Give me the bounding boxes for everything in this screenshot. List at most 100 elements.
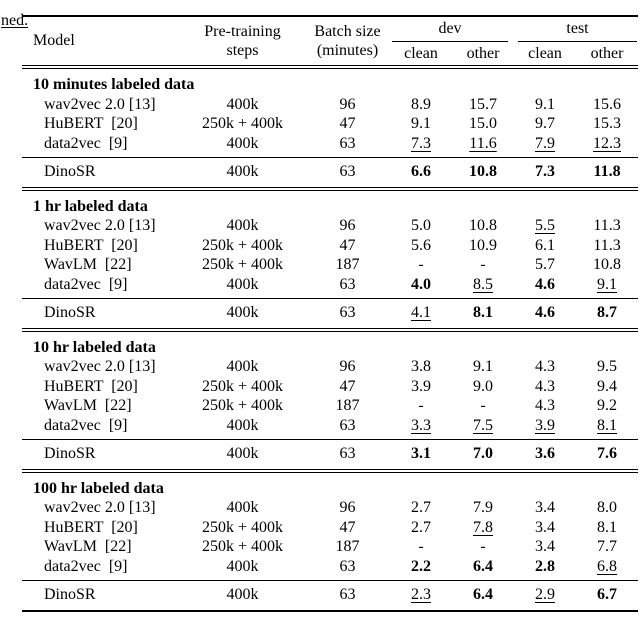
wer-value-cell: 8.1 bbox=[576, 416, 638, 440]
wer-value: 4.6 bbox=[535, 304, 556, 321]
wer-value-cell: 6.4 bbox=[452, 557, 514, 581]
col-group-test: test bbox=[514, 16, 638, 42]
col-header-pretraining-line1: Pre-training bbox=[204, 22, 281, 40]
section-title: 10 hr labeled data bbox=[33, 338, 156, 356]
table-section: 100 hr labeled data wav2vec 2.0 [13] 400k 9… bbox=[22, 471, 639, 611]
model-name-cell: DinoSR bbox=[44, 586, 96, 603]
model-name-cell: data2vec [9] bbox=[44, 416, 128, 434]
batch-size-cell: 47 bbox=[339, 518, 356, 536]
wer-value: - bbox=[418, 538, 424, 555]
model-row: WavLM [22] 250k + 400k 187 - - 3.4 7.7 bbox=[22, 537, 638, 557]
wer-value: 3.3 bbox=[411, 416, 431, 434]
wer-value: 2.7 bbox=[411, 518, 431, 536]
model-row: HuBERT [20] 250k + 400k 47 2.7 7.8 3.4 8.1 bbox=[22, 518, 638, 538]
wer-value-cell: 4.0 bbox=[390, 275, 452, 299]
wer-value-cell: 11.6 bbox=[452, 134, 514, 158]
wer-value: 8.5 bbox=[473, 275, 493, 293]
wer-value-cell: 5.7 bbox=[514, 255, 576, 275]
col-group-test-label: test bbox=[518, 17, 638, 42]
wer-value-cell: 9.1 bbox=[514, 95, 576, 115]
wer-value: - bbox=[480, 538, 486, 555]
col-group-dev: dev bbox=[390, 16, 514, 42]
wer-value: 4.3 bbox=[535, 397, 556, 414]
header-row-1: Model Pre-training steps Batch size (min… bbox=[22, 16, 638, 59]
pretraining-steps-cell: 250k + 400k bbox=[201, 377, 284, 395]
wer-value: 6.7 bbox=[597, 586, 618, 603]
wer-value-cell: - bbox=[452, 255, 514, 275]
wer-value-cell: 15.7 bbox=[452, 95, 514, 115]
col-header-model: Model bbox=[33, 32, 75, 50]
wer-value: 2.9 bbox=[535, 586, 556, 603]
summary-row: DinoSR 400k 63 4.1 8.1 4.6 8.7 bbox=[22, 298, 639, 330]
batch-size-cell: 63 bbox=[339, 275, 356, 293]
model-name-cell: wav2vec 2.0 [13] bbox=[44, 217, 156, 234]
pretraining-steps-cell: 250k + 400k bbox=[201, 236, 284, 254]
pretraining-steps-cell: 400k bbox=[226, 445, 259, 462]
wer-value-cell: 2.3 bbox=[390, 581, 452, 611]
wer-value-cell: 11.8 bbox=[576, 158, 638, 189]
model-name-cell: HuBERT [20] bbox=[44, 377, 138, 395]
batch-size-cell: 96 bbox=[339, 499, 356, 516]
col-header-test-other: other bbox=[590, 45, 624, 62]
wer-value-cell: 9.0 bbox=[452, 377, 514, 397]
model-row: data2vec [9] 400k 63 7.3 11.6 7.9 12.3 bbox=[22, 134, 638, 158]
wer-value: 7.8 bbox=[473, 518, 493, 536]
batch-size-cell: 47 bbox=[339, 115, 356, 132]
pretraining-steps-cell: 400k bbox=[226, 586, 259, 603]
wer-value-cell: 3.6 bbox=[514, 440, 576, 471]
wer-value: 7.3 bbox=[535, 163, 556, 180]
section-title-row: 10 minutes labeled data bbox=[22, 67, 638, 95]
wer-value: 2.2 bbox=[411, 557, 431, 575]
wer-value-cell: 4.1 bbox=[390, 299, 452, 330]
wer-value: 3.8 bbox=[411, 358, 431, 375]
wer-value: - bbox=[480, 397, 486, 414]
wer-value-cell: 15.0 bbox=[452, 114, 514, 134]
wer-value: 3.1 bbox=[411, 445, 431, 462]
batch-size-cell: 96 bbox=[339, 358, 356, 375]
model-row: wav2vec 2.0 [13] 400k 96 2.7 7.9 3.4 8.0 bbox=[22, 498, 638, 518]
col-header-dev-clean: clean bbox=[404, 45, 438, 62]
section-title: 1 hr labeled data bbox=[33, 197, 148, 215]
wer-value-cell: 4.3 bbox=[514, 396, 576, 416]
wer-value: 8.9 bbox=[411, 95, 431, 113]
wer-value: 15.3 bbox=[593, 115, 622, 132]
wer-value: 5.7 bbox=[535, 256, 556, 273]
wer-value-cell: 9.1 bbox=[576, 275, 638, 299]
batch-size-cell: 63 bbox=[339, 134, 356, 152]
wer-value-cell: 4.3 bbox=[514, 377, 576, 397]
wer-value: 10.8 bbox=[469, 217, 497, 234]
wer-value-cell: 3.1 bbox=[390, 440, 452, 471]
pretraining-steps-cell: 400k bbox=[226, 275, 259, 293]
wer-value: 4.3 bbox=[535, 358, 556, 375]
pretraining-steps-cell: 250k + 400k bbox=[201, 256, 284, 273]
wer-value-cell: 5.0 bbox=[390, 216, 452, 236]
wer-value-cell: 3.4 bbox=[514, 498, 576, 518]
pretraining-steps-cell: 400k bbox=[226, 358, 259, 375]
model-name-cell: DinoSR bbox=[44, 163, 96, 180]
wer-value-cell: 7.7 bbox=[576, 537, 638, 557]
wer-value-cell: 2.2 bbox=[390, 557, 452, 581]
wer-value-cell: 7.9 bbox=[452, 498, 514, 518]
wer-value-cell: 7.3 bbox=[514, 158, 576, 189]
wer-value: 7.3 bbox=[411, 134, 431, 152]
model-row: data2vec [9] 400k 63 3.3 7.5 3.9 8.1 bbox=[22, 416, 638, 440]
wer-value: 2.8 bbox=[535, 557, 556, 575]
model-name-cell: wav2vec 2.0 [13] bbox=[44, 358, 156, 375]
model-row: HuBERT [20] 250k + 400k 47 9.1 15.0 9.7 15.3 bbox=[22, 114, 638, 134]
wer-value: 4.0 bbox=[411, 275, 431, 293]
header-row-2: clean other clean other bbox=[22, 42, 638, 67]
pretraining-steps-cell: 400k bbox=[226, 163, 259, 180]
wer-value-cell: 4.3 bbox=[514, 357, 576, 377]
summary-row: DinoSR 400k 63 3.1 7.0 3.6 7.6 bbox=[22, 439, 639, 471]
model-row: wav2vec 2.0 [13] 400k 96 5.0 10.8 5.5 11.3 bbox=[22, 216, 638, 236]
wer-value-cell: 6.8 bbox=[576, 557, 638, 581]
wer-value-cell: 8.1 bbox=[452, 299, 514, 330]
batch-size-cell: 47 bbox=[339, 236, 356, 254]
wer-value-cell: 10.9 bbox=[452, 236, 514, 256]
batch-size-cell: 63 bbox=[339, 304, 356, 321]
wer-value-cell: 10.8 bbox=[452, 158, 514, 189]
wer-value-cell: 4.6 bbox=[514, 275, 576, 299]
wer-value: 9.4 bbox=[597, 377, 618, 395]
wer-value: 9.5 bbox=[597, 358, 618, 375]
batch-size-cell: 63 bbox=[339, 586, 356, 603]
